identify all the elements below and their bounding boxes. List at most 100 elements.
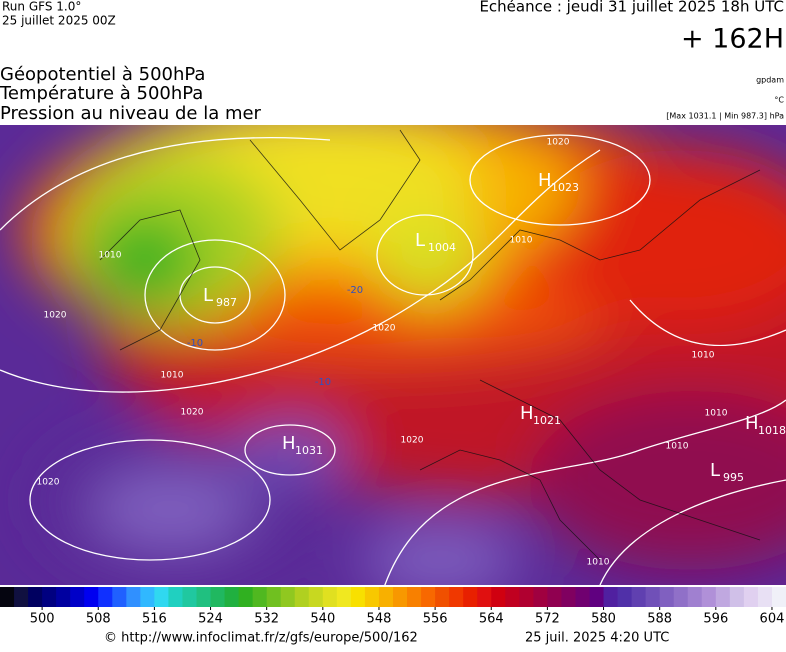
- colorbar-swatch: [715, 587, 731, 607]
- colorbar-swatch: [407, 587, 422, 607]
- isobar-label: 1020: [44, 311, 67, 321]
- colorbar-swatch: [154, 587, 169, 607]
- colorbar-label: 572: [535, 612, 560, 627]
- pressure-value: 1031: [295, 444, 323, 457]
- colorbar-swatch: [519, 587, 534, 607]
- colorbar-swatch: [364, 587, 380, 607]
- colorbar-label: 500: [30, 612, 55, 627]
- colorbar-swatch: [350, 587, 366, 607]
- temperature-label: -10: [315, 377, 331, 388]
- colorbar-label: 588: [647, 612, 672, 627]
- colorbar-swatch: [196, 587, 212, 607]
- isobar-label: 1010: [692, 351, 715, 361]
- colorbar-swatch: [561, 587, 576, 607]
- colorbar-swatch: [603, 587, 619, 607]
- colorbar-swatch: [168, 587, 183, 607]
- colorbar-swatch: [533, 587, 548, 607]
- temperature-label: -10: [187, 338, 203, 349]
- title: Température à 500hPa: [0, 83, 203, 104]
- pressure-value: 1004: [428, 241, 456, 254]
- source-url: © http://www.infoclimat.fr/z/gfs/europe/…: [104, 631, 418, 646]
- colorbar-swatch: [322, 587, 338, 607]
- colorbar-swatch: [84, 587, 99, 607]
- pressure-value: 1018: [758, 424, 786, 437]
- lead-time: + 162H: [681, 24, 784, 55]
- pressure-letter: H: [538, 170, 552, 191]
- colorbar-swatch: [378, 587, 394, 607]
- run-date: 25 juillet 2025 00Z: [2, 14, 116, 28]
- colorbar-swatch: [182, 587, 197, 607]
- colorbar-swatch: [294, 587, 310, 607]
- colorbar-swatch: [701, 587, 717, 607]
- isobar-label: 1020: [181, 408, 204, 418]
- colorbar-label: 548: [367, 612, 392, 627]
- colorbar-swatch: [687, 587, 703, 607]
- colorbar-swatch: [463, 587, 478, 607]
- pressure-value: 987: [216, 296, 237, 309]
- isobar-label: 1020: [37, 478, 60, 488]
- pressure-letter: L: [203, 285, 213, 306]
- colorbar-swatch: [771, 587, 786, 607]
- unit: °C: [774, 96, 784, 105]
- colorbar-label: 580: [591, 612, 616, 627]
- colorbar-swatch: [336, 587, 352, 607]
- colorbar-swatch: [210, 587, 226, 607]
- pressure-value: 995: [723, 471, 744, 484]
- colorbar-swatch: [617, 587, 633, 607]
- colorbar-label: 540: [310, 612, 335, 627]
- isobar-label: 1010: [666, 442, 689, 452]
- pressure-letter: L: [415, 230, 425, 251]
- isobar-label: 1020: [547, 138, 570, 148]
- colorbar-swatch: [140, 587, 155, 607]
- colorbar-swatch: [435, 587, 450, 607]
- colorbar-swatch: [70, 587, 85, 607]
- run-label: Run GFS 1.0°: [2, 0, 81, 14]
- colorbar-swatch: [477, 587, 492, 607]
- colorbar-swatch: [659, 587, 675, 607]
- isobar-label: 1010: [99, 251, 122, 261]
- title: Pression au niveau de la mer: [0, 103, 262, 124]
- colorbar-label: 596: [703, 612, 728, 627]
- colorbar-swatch: [252, 587, 268, 607]
- title: Géopotentiel à 500hPa: [0, 64, 205, 85]
- colorbar-swatch: [491, 587, 506, 607]
- colorbar-swatch: [42, 587, 57, 607]
- isobar-label: 1010: [510, 236, 533, 246]
- colorbar-swatch: [98, 587, 113, 607]
- isobar-label: 1010: [587, 558, 610, 568]
- colorbar-swatch: [631, 587, 647, 607]
- colorbar-swatch: [126, 587, 141, 607]
- pressure-letter: L: [710, 460, 720, 481]
- colorbar-swatch: [645, 587, 661, 607]
- colorbar-swatch: [449, 587, 464, 607]
- colorbar-swatch: [589, 587, 605, 607]
- pressure-value: 1021: [533, 414, 561, 427]
- colorbar-swatch: [0, 587, 15, 607]
- isobar-label: 1020: [373, 324, 396, 334]
- colorbar-swatch: [14, 587, 29, 607]
- colorbar-swatch: [393, 587, 408, 607]
- colorbar-swatch: [28, 587, 43, 607]
- colorbar-swatch: [266, 587, 282, 607]
- colorbar-label: 508: [86, 612, 111, 627]
- colorbar-swatch: [421, 587, 436, 607]
- colorbar-label: 604: [760, 612, 785, 627]
- colorbar-swatch: [575, 587, 590, 607]
- pressure-letter: H: [745, 413, 759, 434]
- pressure-value: 1023: [551, 181, 579, 194]
- unit: [Max 1031.1 | Min 987.3] hPa: [666, 112, 784, 121]
- colorbar-swatch: [238, 587, 254, 607]
- colorbar-label: 556: [423, 612, 448, 627]
- colorbar-swatch: [743, 587, 759, 607]
- colorbar-label: 516: [142, 612, 167, 627]
- colorbar-swatch: [308, 587, 324, 607]
- timestamp: 25 juil. 2025 4:20 UTC: [525, 631, 669, 646]
- colorbar-swatch: [56, 587, 71, 607]
- colorbar-label: 532: [254, 612, 279, 627]
- colorbar-swatch: [224, 587, 240, 607]
- colorbar-swatch: [505, 587, 520, 607]
- colorbar-label: 564: [479, 612, 504, 627]
- isobar-label: 1010: [161, 371, 184, 381]
